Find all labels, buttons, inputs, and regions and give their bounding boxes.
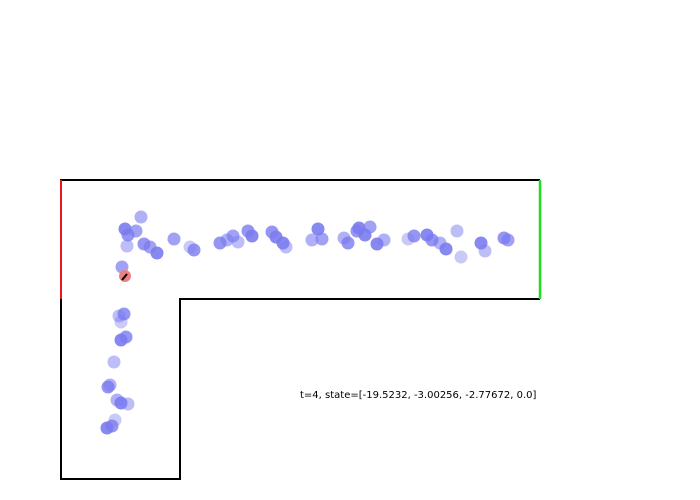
particle [119,330,133,344]
agent-heading-indicator [121,273,128,281]
particle [341,236,355,250]
particle [167,232,181,246]
particle [231,235,245,249]
particle [454,250,468,264]
particle [377,233,391,247]
particle [363,220,377,234]
maze-outline [60,179,540,480]
particle [107,355,121,369]
particle [150,246,164,260]
particle [478,244,492,258]
particle [120,239,134,253]
particle [245,229,259,243]
particle [450,224,464,238]
particle [279,240,293,254]
particle [134,210,148,224]
particle [305,233,319,247]
state-readout: t=4, state=[-19.5232, -3.00256, -2.77672… [300,390,537,401]
particle [129,224,143,238]
particle [311,222,325,236]
particle [121,397,135,411]
particle [501,233,515,247]
particle [187,243,201,257]
particle [407,229,421,243]
particle [114,315,128,329]
particle [103,378,117,392]
particle-cloud [100,210,515,435]
particle [315,232,329,246]
maze-walls [60,179,542,480]
particle [105,419,119,433]
particle [117,307,131,321]
particle [439,242,453,256]
agent-marker [119,270,131,282]
